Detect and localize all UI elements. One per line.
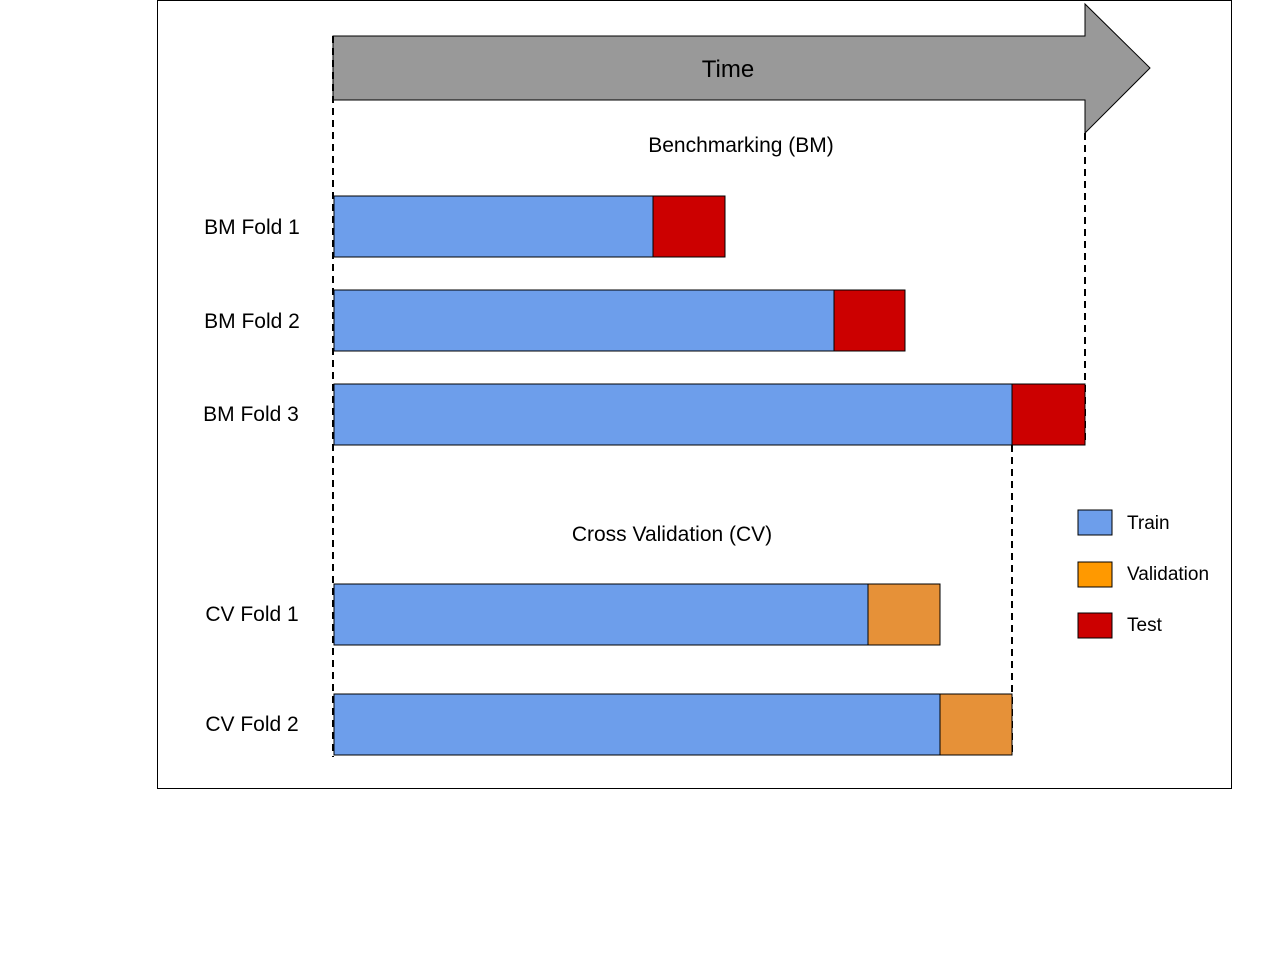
train-segment (333, 383, 1013, 446)
fold-label: BM Fold 3 (203, 403, 299, 426)
legend-label: Validation (1127, 564, 1209, 585)
legend-item-train: Train (1077, 509, 1170, 536)
test-segment (1011, 383, 1086, 446)
legend: Train Validation Test (1077, 509, 1209, 639)
train-segment (333, 693, 941, 756)
dashed-guides (332, 36, 1086, 757)
train-segment (333, 583, 869, 646)
fold-label: CV Fold 2 (205, 713, 298, 736)
fold-label: BM Fold 1 (204, 216, 300, 239)
legend-item-validation: Validation (1077, 561, 1209, 588)
fold-label: BM Fold 2 (204, 310, 300, 333)
validation-segment (939, 693, 1013, 756)
test-segment (652, 195, 726, 258)
legend-swatch-test (1077, 612, 1113, 639)
fold-label: CV Fold 1 (205, 603, 298, 626)
cross-validation-title: Cross Validation (CV) (572, 523, 772, 546)
legend-swatch-validation (1077, 561, 1113, 588)
legend-label: Train (1127, 513, 1170, 534)
validation-segment (867, 583, 941, 646)
legend-item-test: Test (1077, 612, 1163, 639)
train-segment (333, 289, 835, 352)
legend-label: Test (1127, 615, 1163, 636)
bm-fold-3: BM Fold 3 (203, 383, 1086, 446)
benchmarking-title: Benchmarking (BM) (648, 134, 834, 157)
time-arrow-shape (332, 2, 1151, 135)
bm-fold-1: BM Fold 1 (204, 195, 726, 258)
cv-fold-1: CV Fold 1 (205, 583, 941, 646)
test-segment (833, 289, 906, 352)
time-arrow: Time (332, 2, 1151, 135)
legend-swatch-train (1077, 509, 1113, 536)
bm-fold-2: BM Fold 2 (204, 289, 906, 352)
cv-fold-2: CV Fold 2 (205, 693, 1013, 756)
time-arrow-label: Time (702, 56, 754, 83)
train-segment (333, 195, 654, 258)
